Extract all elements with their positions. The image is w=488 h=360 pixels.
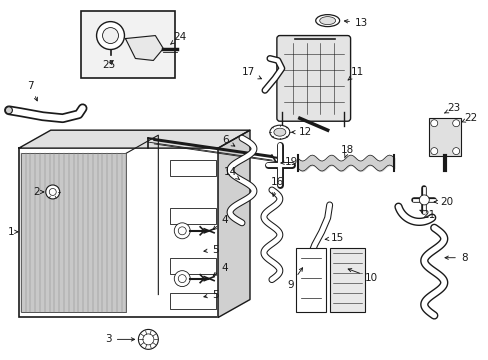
Circle shape — [96, 22, 124, 50]
Circle shape — [430, 120, 437, 127]
Text: 19: 19 — [280, 157, 298, 167]
Circle shape — [178, 275, 186, 283]
Circle shape — [49, 189, 56, 195]
Circle shape — [452, 148, 459, 154]
Bar — [428, 118, 460, 156]
Polygon shape — [218, 130, 249, 318]
Circle shape — [102, 28, 118, 44]
Circle shape — [178, 227, 186, 235]
Bar — [81, 11, 175, 78]
Circle shape — [142, 334, 154, 345]
Ellipse shape — [273, 128, 285, 136]
Ellipse shape — [319, 17, 335, 24]
Text: 18: 18 — [340, 145, 353, 158]
Bar — [21, 153, 126, 312]
Text: 6: 6 — [222, 135, 234, 146]
Text: 15: 15 — [325, 233, 344, 243]
Text: 21: 21 — [419, 210, 435, 220]
Polygon shape — [19, 130, 249, 148]
Circle shape — [138, 329, 158, 349]
Text: 1: 1 — [8, 227, 18, 237]
Circle shape — [5, 107, 12, 114]
Text: 5: 5 — [203, 245, 218, 255]
Text: 22: 22 — [461, 113, 477, 123]
Text: 17: 17 — [241, 67, 261, 79]
Ellipse shape — [269, 125, 289, 139]
Bar — [329, 248, 364, 312]
Bar — [170, 160, 216, 176]
Bar — [170, 258, 216, 274]
Text: 12: 12 — [291, 127, 312, 137]
Text: 10: 10 — [347, 269, 377, 283]
Ellipse shape — [315, 15, 339, 27]
Text: 2: 2 — [33, 187, 44, 197]
Polygon shape — [125, 36, 163, 60]
Circle shape — [46, 185, 60, 199]
Text: 5: 5 — [203, 289, 218, 300]
Text: 24: 24 — [170, 32, 186, 44]
Text: 4: 4 — [213, 263, 228, 275]
Text: 4: 4 — [213, 215, 228, 229]
Text: 9: 9 — [287, 268, 302, 289]
Text: 11: 11 — [347, 67, 364, 80]
Bar — [170, 208, 216, 224]
Text: 25: 25 — [102, 60, 115, 71]
Text: 8: 8 — [444, 253, 467, 263]
Circle shape — [419, 195, 428, 205]
Text: 20: 20 — [433, 197, 453, 207]
Text: 14: 14 — [223, 167, 239, 180]
Circle shape — [452, 120, 459, 127]
Text: 23: 23 — [444, 103, 460, 113]
Text: 7: 7 — [27, 81, 38, 101]
Bar — [295, 248, 325, 312]
Circle shape — [174, 271, 190, 287]
Text: 16: 16 — [271, 177, 284, 196]
Text: 13: 13 — [344, 18, 367, 28]
Circle shape — [174, 223, 190, 239]
FancyBboxPatch shape — [276, 36, 350, 121]
Circle shape — [430, 148, 437, 154]
Text: 3: 3 — [105, 334, 134, 345]
Bar — [170, 293, 216, 309]
Bar — [19, 148, 218, 318]
